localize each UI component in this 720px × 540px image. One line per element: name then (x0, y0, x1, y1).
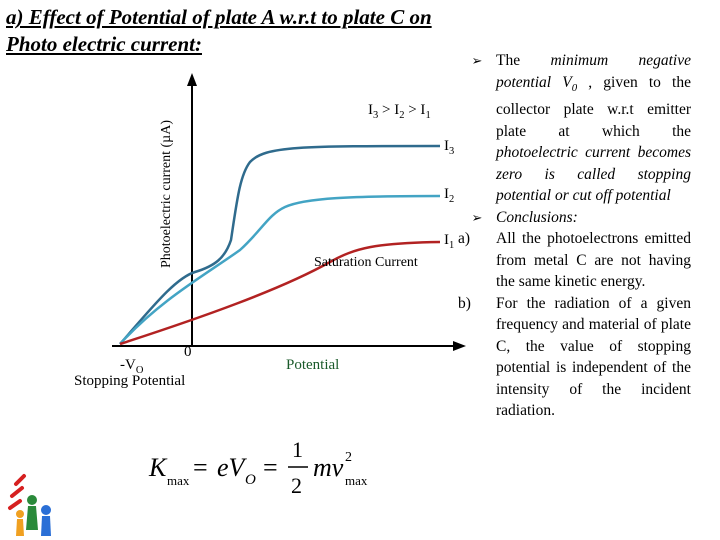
svg-text:mv: mv (313, 453, 344, 482)
x-axis-arrow (453, 341, 466, 351)
svg-text:K: K (148, 453, 168, 482)
curve-label-i3: I3 (444, 138, 455, 157)
list-marker: b) (458, 294, 471, 312)
explanation-panel: ➢ The minimum negative potential V0 , gi… (458, 50, 691, 422)
slide-title: a) Effect of Potential of plate A w.r.t … (6, 5, 432, 56)
curve-i3 (119, 144, 441, 345)
svg-text:2: 2 (291, 473, 302, 498)
logo-icon (8, 474, 51, 536)
neg-v0-label: -VO (120, 357, 144, 376)
x-axis-label: Potential (286, 357, 340, 373)
intensity-relation: I3 > I2 > I1 (368, 102, 431, 121)
stopping-potential-label: Stopping Potential (74, 373, 186, 389)
zero-label: 0 (184, 344, 192, 360)
curve-i2 (119, 194, 441, 345)
arrow-bullet-icon: ➢ (471, 209, 483, 225)
svg-text:eV: eV (217, 453, 248, 482)
svg-text:max: max (345, 473, 368, 488)
svg-text:1: 1 (292, 437, 303, 462)
conclusion-a: All the photoelectrons emitted from meta… (496, 230, 691, 291)
svg-text:=: = (263, 453, 278, 482)
svg-text:2: 2 (345, 450, 352, 465)
conclusions-heading: Conclusions: (496, 208, 578, 226)
y-axis-arrow (187, 73, 197, 86)
list-marker: a) (458, 230, 471, 248)
saturation-current-label: Saturation Current (314, 255, 418, 270)
arrow-bullet-icon: ➢ (471, 53, 483, 68)
curve-i1 (119, 240, 441, 346)
svg-text:O: O (245, 472, 256, 488)
curve-label-i1: I1 (444, 232, 455, 251)
svg-text:=: = (193, 453, 208, 482)
conclusion-b: For the radiation of a given frequency a… (496, 294, 691, 420)
svg-text:max: max (167, 473, 190, 488)
curve-label-i2: I2 (444, 186, 455, 205)
kmax-formula: K max = eV O = 1 2 mv 2 max (148, 437, 368, 498)
